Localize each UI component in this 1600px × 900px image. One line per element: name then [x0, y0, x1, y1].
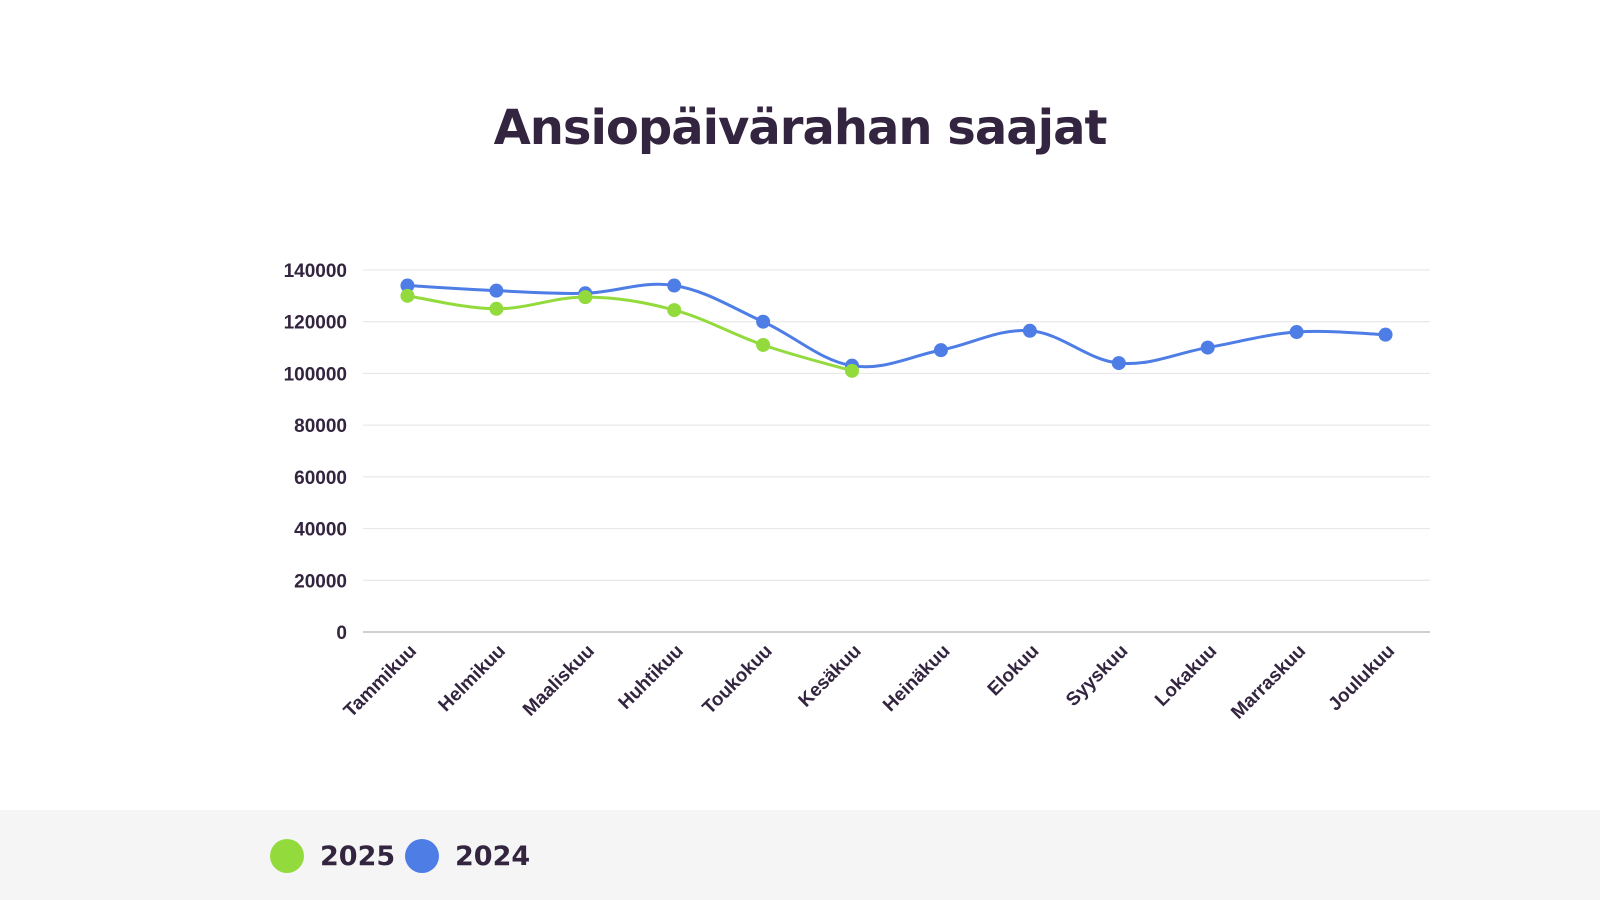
x-tick-label: Toukokuu — [699, 641, 777, 719]
legend-marker-2024 — [405, 839, 439, 873]
x-tick-label: Marraskuu — [1227, 641, 1310, 724]
legend: 2025 2024 — [0, 810, 1600, 900]
x-tick-label: Joulukuu — [1325, 641, 1400, 716]
y-tick-label: 140000 — [284, 261, 347, 282]
data-point-2024[interactable] — [756, 314, 771, 329]
data-point-2024[interactable] — [489, 283, 504, 298]
series-line-2024 — [407, 282, 1386, 369]
x-tick-label: Helmikuu — [435, 641, 510, 716]
legend-item-2025[interactable]: 2025 — [270, 838, 395, 874]
x-tick-label: Lokakuu — [1151, 641, 1221, 711]
data-point-2024[interactable] — [1111, 356, 1126, 371]
data-point-2024[interactable] — [1022, 323, 1037, 338]
y-tick-label: 100000 — [284, 364, 347, 385]
data-point-2024[interactable] — [1378, 327, 1393, 342]
data-point-2024[interactable] — [1200, 340, 1215, 355]
legend-label-2025: 2025 — [320, 840, 396, 872]
x-tick-label: Heinäkuu — [879, 641, 954, 716]
line-chart: 020000400006000080000100000120000140000 … — [284, 261, 1430, 724]
series-layer — [400, 278, 1393, 378]
legend-item-2024[interactable]: 2024 — [405, 838, 530, 874]
x-tick-label: Kesäkuu — [795, 641, 866, 712]
y-tick-label: 0 — [336, 623, 347, 644]
data-point-2024[interactable] — [1289, 325, 1304, 340]
data-point-2024[interactable] — [933, 343, 948, 358]
data-point-2025[interactable] — [845, 363, 860, 378]
x-tick-label: Elokuu — [984, 641, 1044, 701]
y-axis: 0 20000 40000 60000 80000 100000 120000 140000 — [284, 261, 347, 644]
data-point-2024[interactable] — [667, 278, 682, 293]
data-point-2025[interactable] — [489, 301, 504, 316]
y-tick-label: 60000 — [294, 468, 347, 489]
x-axis: Tammikuu Helmikuu Maaliskuu Huhtikuu Toukoku… — [340, 641, 1399, 724]
x-tick-label: Maaliskuu — [519, 641, 599, 721]
x-tick-label: Huhtikuu — [615, 641, 688, 714]
series-line-2025 — [407, 294, 853, 373]
x-tick-label: Tammikuu — [340, 641, 421, 722]
legend-marker-2025 — [270, 839, 304, 873]
y-tick-label: 40000 — [294, 520, 347, 541]
grid-lines — [363, 269, 1430, 633]
legend-label-2024: 2024 — [455, 840, 531, 872]
x-tick-label: Syyskuu — [1062, 641, 1132, 711]
chart-title: Ansiopäivärahan saajat — [493, 100, 1108, 156]
data-point-2025[interactable] — [756, 337, 771, 352]
y-tick-label: 80000 — [294, 416, 347, 437]
y-tick-label: 120000 — [284, 313, 347, 334]
y-tick-label: 20000 — [294, 571, 347, 592]
data-point-2025[interactable] — [400, 288, 415, 303]
data-point-2025[interactable] — [667, 303, 682, 318]
data-point-2025[interactable] — [578, 290, 593, 305]
data-point-2024[interactable] — [400, 278, 415, 293]
